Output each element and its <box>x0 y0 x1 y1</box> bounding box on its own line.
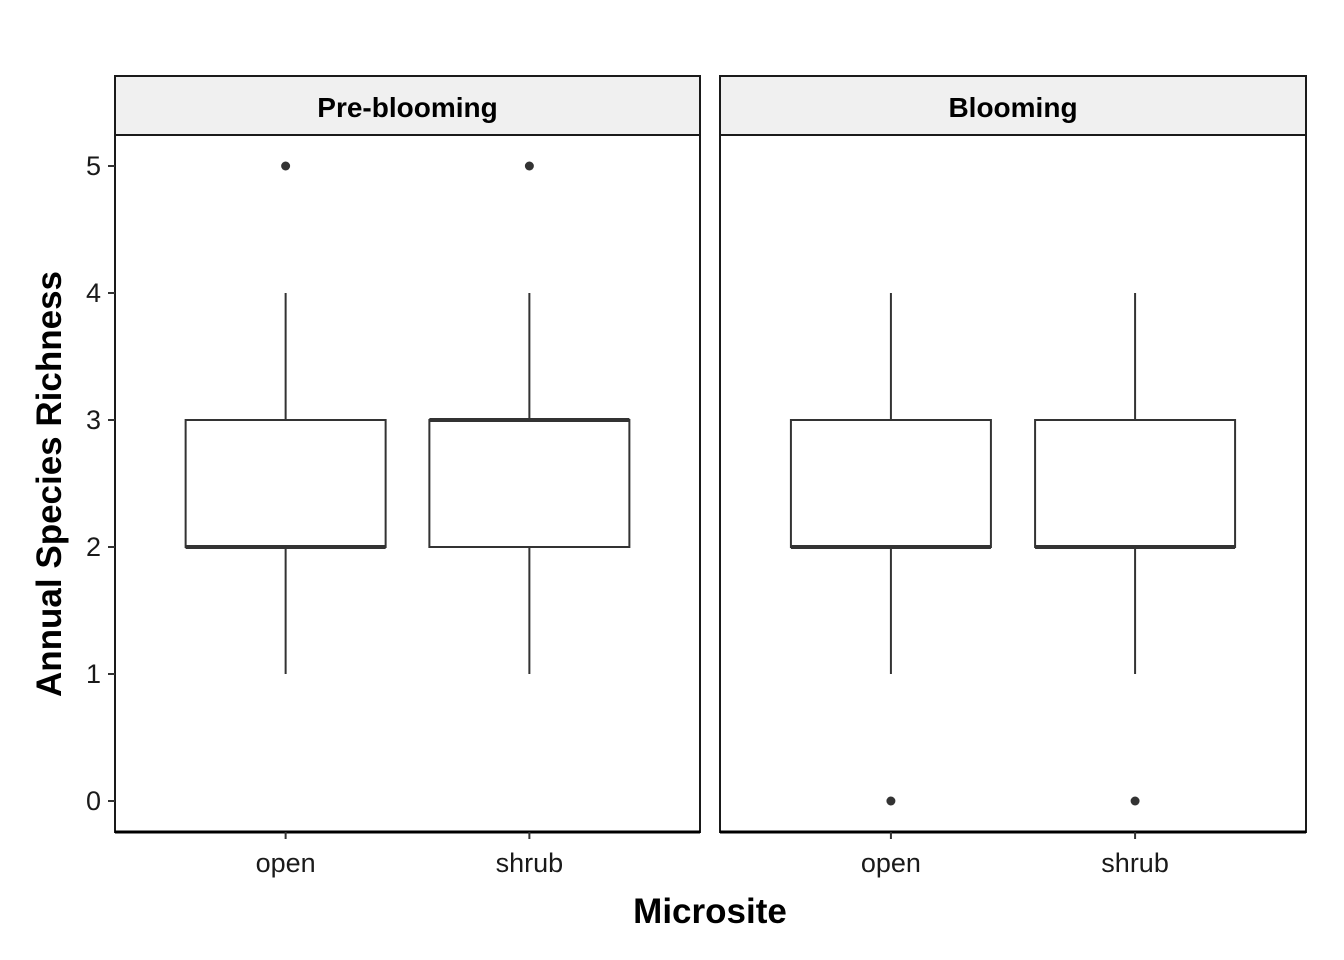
facet-panel: Blooming open shrub <box>719 75 1307 878</box>
outlier-point <box>1130 796 1140 806</box>
y-tick-label: 0 <box>86 786 101 816</box>
facet-strip-label: Blooming <box>948 92 1077 123</box>
box-open <box>184 161 387 674</box>
facet-strip <box>114 75 701 136</box>
y-tick-label: 2 <box>86 532 101 562</box>
facet-panel: Pre-blooming open shrub <box>114 75 701 878</box>
box-iqr <box>1034 419 1237 548</box>
box-iqr <box>428 419 631 548</box>
x-axis-title: Microsite <box>633 892 787 931</box>
y-tick-label: 5 <box>86 151 101 181</box>
box-shrub <box>428 161 631 674</box>
y-axis: 0 1 2 3 4 5 <box>86 151 115 816</box>
x-tick-label: open <box>861 848 921 878</box>
y-axis-title: Annual Species Richness <box>30 271 69 697</box>
facet-panels: Pre-blooming open shrub Blooming open shrub <box>114 75 1307 878</box>
box-iqr <box>184 419 387 548</box>
x-tick-label: shrub <box>1101 848 1169 878</box>
box-iqr <box>789 419 992 548</box>
box-shrub <box>1034 293 1237 806</box>
y-tick-label: 1 <box>86 659 101 689</box>
y-tick-label: 4 <box>86 278 101 308</box>
outlier-point <box>524 161 534 171</box>
facet-strip <box>719 75 1307 136</box>
outlier-point <box>886 796 896 806</box>
outlier-point <box>281 161 291 171</box>
x-tick-label: shrub <box>496 848 564 878</box>
y-tick-label: 3 <box>86 405 101 435</box>
facet-strip-label: Pre-blooming <box>317 92 497 123</box>
box-open <box>789 293 992 806</box>
x-tick-label: open <box>256 848 316 878</box>
